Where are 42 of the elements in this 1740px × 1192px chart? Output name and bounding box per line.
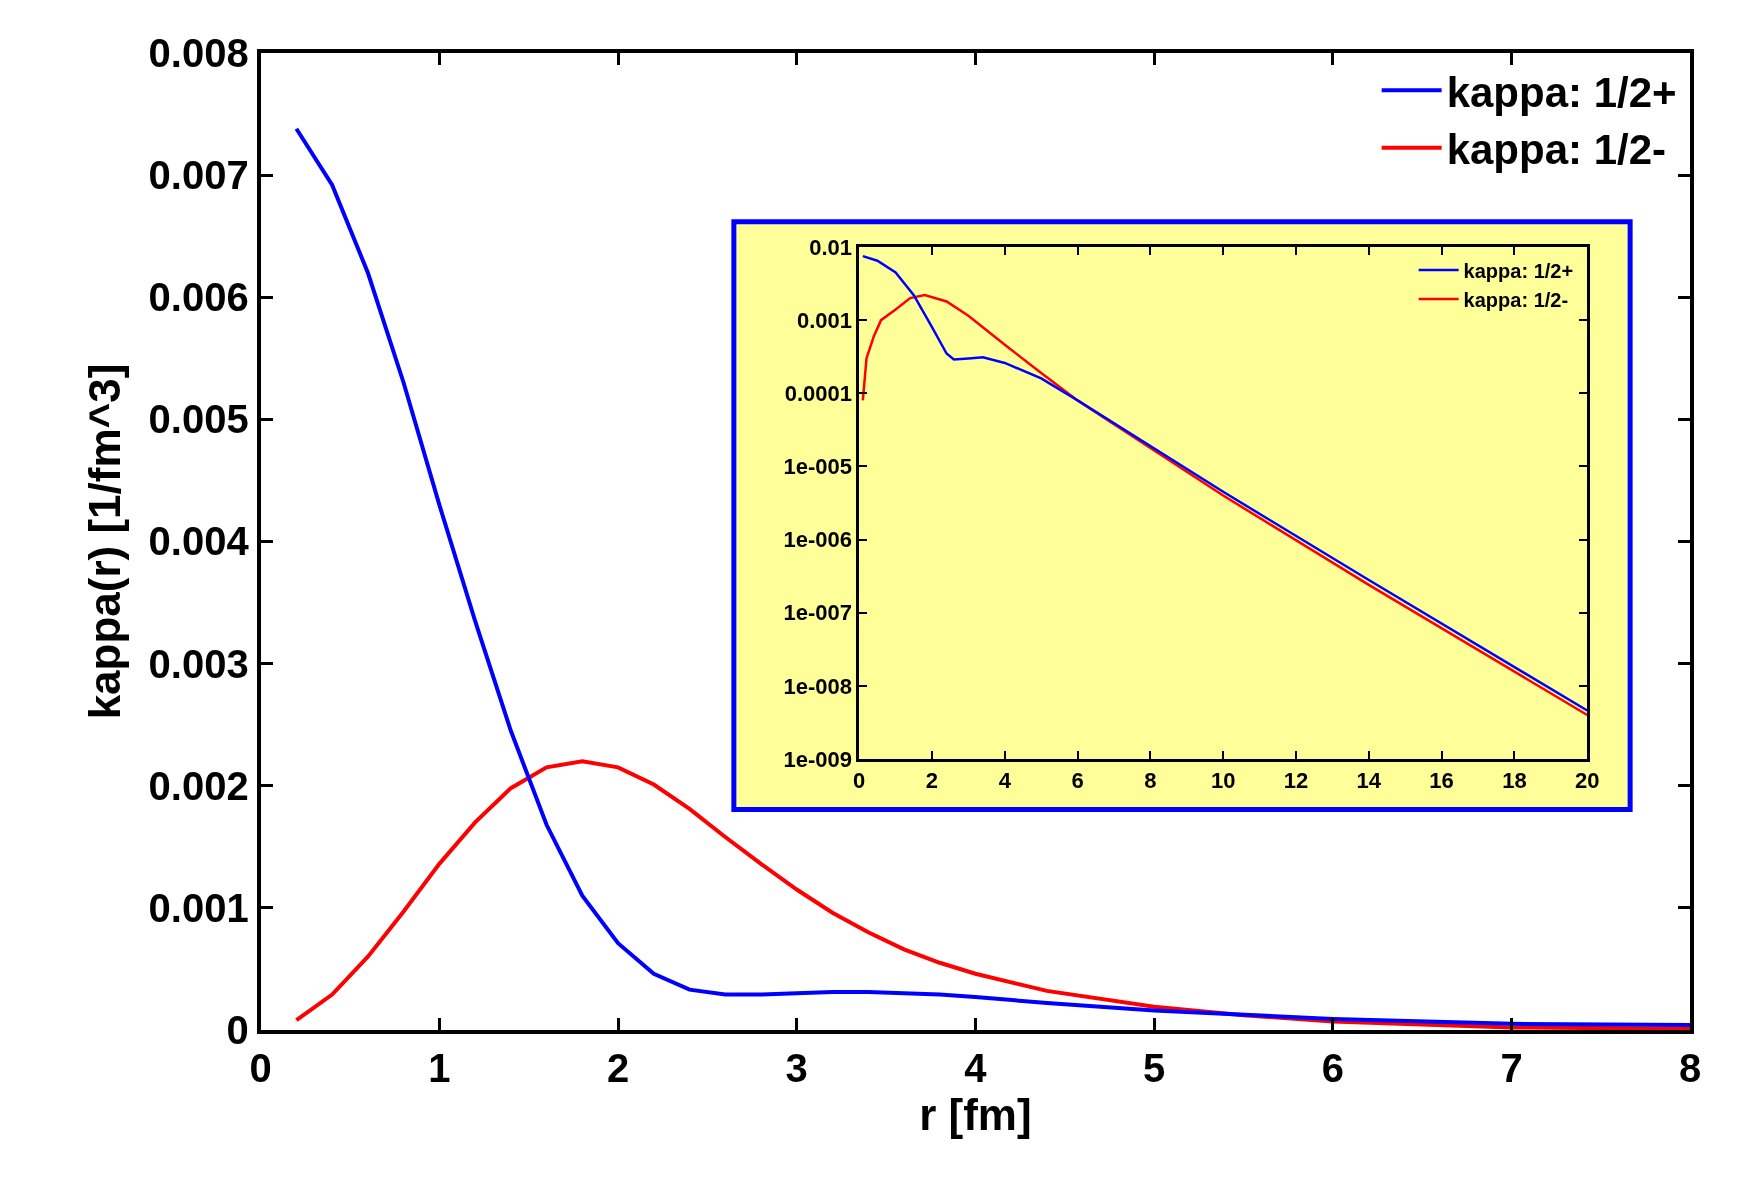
- y-tick-label: 1e-005: [783, 454, 853, 480]
- x-tick-label: 2: [925, 768, 939, 794]
- y-tick-label: 0.008: [148, 31, 249, 75]
- y-tick-label: 0.0001: [784, 381, 853, 406]
- legend-label: kappa: 1/2+: [1446, 68, 1677, 116]
- x-tick-label: 4: [964, 1045, 988, 1090]
- legend-label: kappa: 1/2-: [1463, 288, 1569, 311]
- x-tick-label: 18: [1502, 768, 1527, 794]
- y-tick-label: 0.01: [809, 234, 853, 260]
- x-tick-label: 4: [998, 768, 1012, 794]
- y-tick-label: 1e-009: [783, 746, 853, 772]
- x-tick-label: 1: [428, 1045, 451, 1090]
- y-tick-label: 0.007: [148, 153, 249, 198]
- y-tick-label: 0.002: [148, 763, 249, 808]
- x-tick-label: 6: [1071, 768, 1084, 794]
- y-tick-label: 0.005: [148, 397, 249, 442]
- x-tick-label: 2: [606, 1045, 630, 1090]
- y-tick-label: 0.004: [148, 519, 250, 564]
- y-tick-label: 1e-006: [783, 527, 853, 553]
- y-tick-label: 0.003: [148, 641, 249, 686]
- y-tick-label: 1e-007: [783, 600, 853, 626]
- y-tick-label: 0.006: [148, 275, 249, 320]
- x-tick-label: 10: [1210, 768, 1236, 794]
- x-tick-label: 20: [1574, 768, 1600, 794]
- legend-label: kappa: 1/2-: [1446, 126, 1667, 174]
- y-tick-label: 0.001: [148, 885, 249, 930]
- line-series: [294, 126, 1691, 1028]
- y-axis-title: kappa(r) [1/fm^3]: [80, 363, 130, 720]
- y-tick-label: 1e-008: [783, 673, 853, 699]
- x-tick-label: 8: [1144, 768, 1157, 794]
- x-tick-label: 7: [1500, 1045, 1523, 1090]
- x-axis-title: r [fm]: [919, 1089, 1032, 1139]
- x-tick-label: 12: [1283, 768, 1309, 794]
- x-tick-label: 16: [1429, 768, 1454, 794]
- x-tick-label: 3: [785, 1045, 808, 1090]
- x-tick-label: 8: [1679, 1045, 1702, 1090]
- x-tick-label: 6: [1321, 1045, 1344, 1090]
- y-tick-label: 0.001: [796, 307, 853, 333]
- x-tick-label: 5: [1143, 1045, 1166, 1090]
- legend-label: kappa: 1/2+: [1463, 259, 1574, 282]
- y-tick-label: 0: [226, 1007, 249, 1052]
- x-tick-label: 14: [1356, 768, 1382, 794]
